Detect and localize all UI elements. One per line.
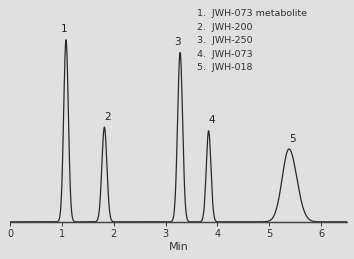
Text: 1: 1 [61, 24, 67, 34]
X-axis label: Min: Min [169, 242, 188, 251]
Text: 2: 2 [104, 112, 111, 122]
Text: 4: 4 [209, 115, 215, 125]
Text: 1.  JWH-073 metabolite
2.  JWH-200
3.  JWH-250
4.  JWH-073
5.  JWH-018: 1. JWH-073 metabolite 2. JWH-200 3. JWH-… [197, 9, 307, 72]
Text: 3: 3 [174, 37, 181, 47]
Text: 5: 5 [289, 134, 295, 143]
